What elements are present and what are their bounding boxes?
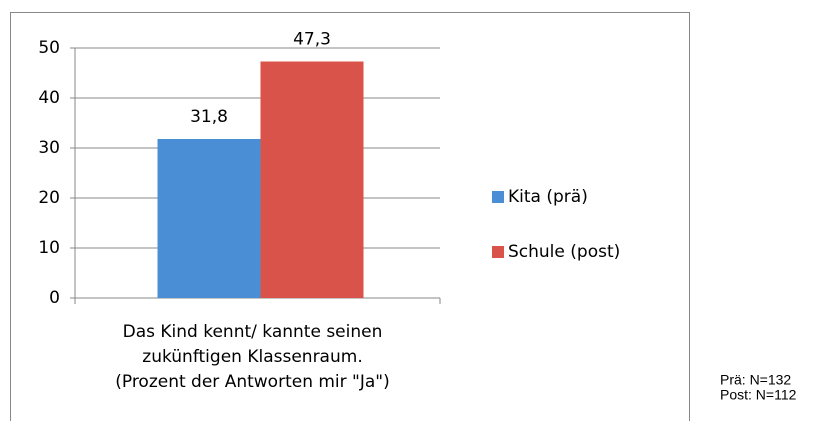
y-tick-label: 10 [38,238,60,258]
value-label: 47,3 [293,30,331,50]
legend-swatch [492,246,504,258]
legend-label: Schule (post) [508,242,620,262]
legend-swatch [492,191,504,203]
note: Post: N=112 [720,387,797,403]
x-tick-label: Das Kind kennt/ kannte seinen [123,322,383,342]
x-tick-label: (Prozent der Antworten mir "Ja") [115,372,390,392]
y-tick-label: 50 [38,38,60,58]
y-tick-label: 20 [38,188,60,208]
y-tick-label: 30 [38,138,60,158]
bar [157,139,261,298]
x-tick-label: zukünftigen Klassenraum. [142,347,362,367]
bar [260,61,364,298]
note: Prä: N=132 [720,372,791,388]
value-label: 31,8 [190,107,228,127]
legend-label: Kita (prä) [508,187,588,207]
y-tick-label: 0 [49,288,60,308]
y-tick-label: 40 [38,88,60,108]
